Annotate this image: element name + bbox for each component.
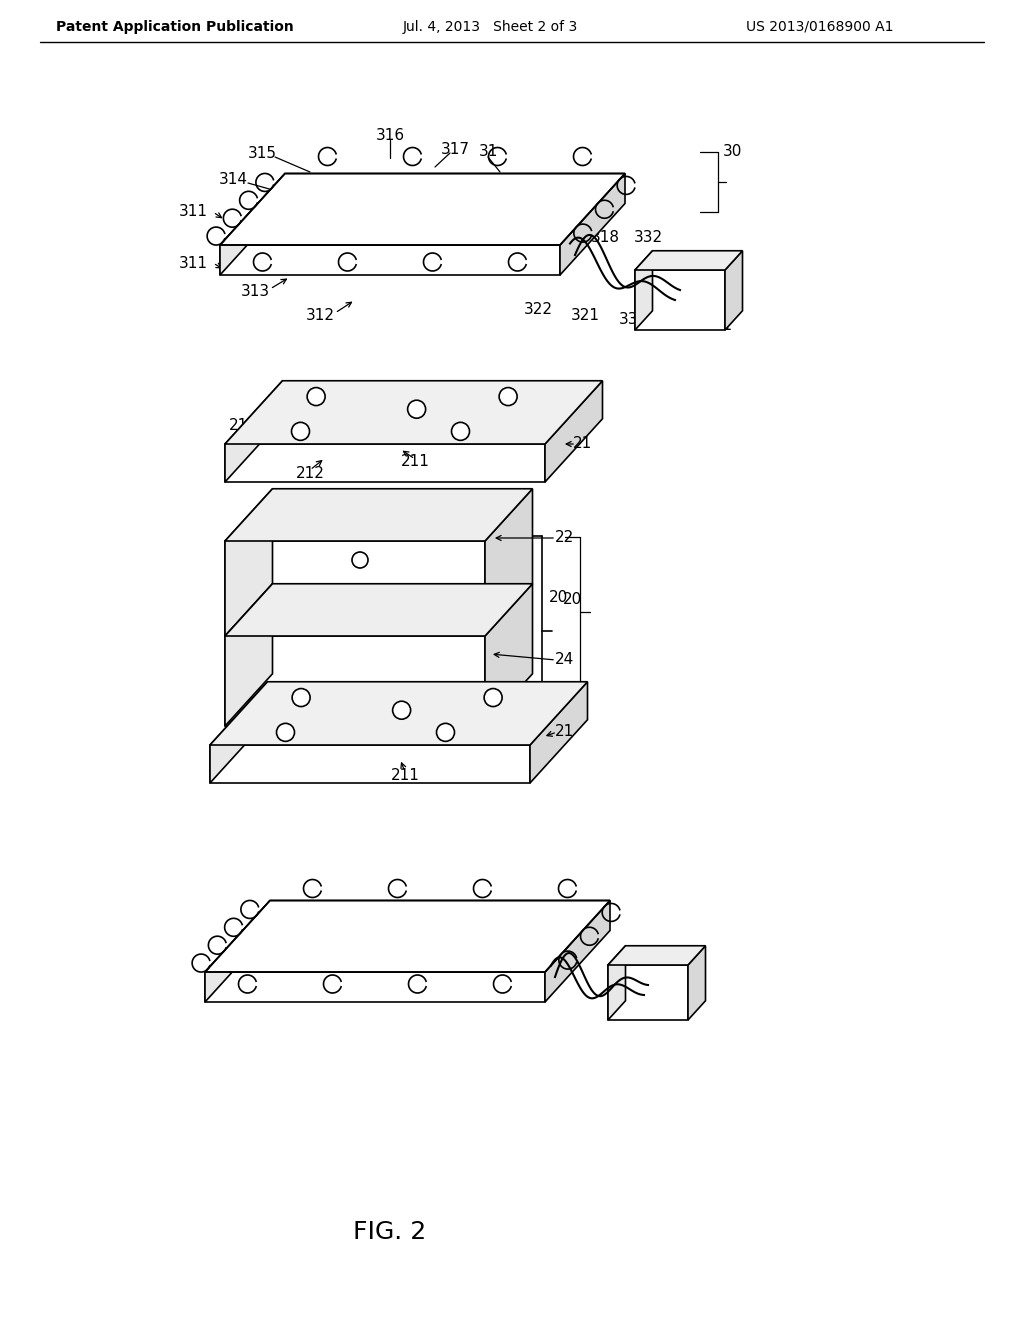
Text: FIG. 2: FIG. 2	[353, 1220, 427, 1243]
Circle shape	[499, 388, 517, 405]
Text: 212: 212	[296, 466, 325, 480]
Polygon shape	[635, 271, 725, 330]
Text: 22: 22	[555, 531, 574, 545]
Text: 31: 31	[478, 144, 498, 160]
Polygon shape	[225, 583, 532, 636]
Circle shape	[292, 689, 310, 706]
Circle shape	[392, 701, 411, 719]
Text: 21: 21	[573, 437, 593, 451]
Polygon shape	[608, 945, 706, 965]
Text: Jul. 4, 2013   Sheet 2 of 3: Jul. 4, 2013 Sheet 2 of 3	[402, 20, 578, 34]
Polygon shape	[210, 681, 588, 744]
Text: 24: 24	[555, 652, 574, 668]
Text: 318: 318	[591, 231, 620, 246]
Polygon shape	[560, 173, 625, 275]
Text: 20: 20	[549, 590, 567, 605]
Polygon shape	[225, 488, 532, 541]
Circle shape	[307, 388, 326, 405]
Polygon shape	[485, 583, 532, 726]
Polygon shape	[225, 636, 485, 726]
Text: 211: 211	[400, 454, 429, 470]
Text: 317: 317	[440, 143, 469, 157]
Polygon shape	[225, 488, 272, 636]
Polygon shape	[210, 744, 530, 783]
Polygon shape	[545, 380, 602, 482]
Polygon shape	[210, 681, 267, 783]
Polygon shape	[220, 246, 560, 275]
Polygon shape	[225, 541, 485, 636]
Text: 33: 33	[709, 268, 728, 282]
Polygon shape	[205, 900, 610, 972]
Circle shape	[292, 422, 309, 441]
Polygon shape	[220, 173, 625, 246]
Text: 321: 321	[570, 308, 599, 322]
Polygon shape	[225, 380, 283, 482]
Circle shape	[484, 689, 502, 706]
Text: 313: 313	[241, 285, 269, 300]
Text: 311: 311	[178, 256, 208, 271]
Text: 332: 332	[634, 231, 663, 246]
Text: 211: 211	[390, 767, 420, 783]
Text: 311: 311	[178, 205, 208, 219]
Polygon shape	[608, 965, 688, 1020]
Circle shape	[352, 552, 368, 568]
Text: 322: 322	[523, 302, 553, 318]
Polygon shape	[725, 251, 742, 330]
Polygon shape	[688, 945, 706, 1020]
Polygon shape	[608, 945, 626, 1020]
Text: 212: 212	[326, 698, 354, 714]
Text: 20: 20	[562, 593, 582, 607]
Text: 21: 21	[555, 725, 574, 739]
Text: Patent Application Publication: Patent Application Publication	[56, 20, 294, 34]
Polygon shape	[530, 681, 588, 783]
Text: 312: 312	[305, 308, 335, 322]
Circle shape	[436, 723, 455, 742]
Circle shape	[408, 400, 426, 418]
Polygon shape	[220, 173, 285, 275]
Polygon shape	[635, 251, 742, 271]
Polygon shape	[485, 488, 532, 636]
Circle shape	[276, 723, 295, 742]
Text: 331: 331	[703, 318, 732, 333]
Text: 316: 316	[376, 128, 404, 143]
Polygon shape	[205, 900, 270, 1002]
Text: 315: 315	[248, 145, 276, 161]
Text: 213: 213	[421, 395, 450, 409]
Text: US 2013/0168900 A1: US 2013/0168900 A1	[746, 20, 894, 34]
Text: 214: 214	[228, 417, 257, 433]
Text: 333: 333	[618, 313, 647, 327]
Polygon shape	[225, 380, 602, 444]
Polygon shape	[635, 251, 652, 330]
Polygon shape	[225, 583, 272, 726]
Polygon shape	[545, 900, 610, 1002]
Polygon shape	[205, 972, 545, 1002]
Text: 30: 30	[723, 144, 742, 160]
Polygon shape	[225, 444, 545, 482]
Text: 314: 314	[218, 173, 248, 187]
Circle shape	[452, 422, 469, 441]
